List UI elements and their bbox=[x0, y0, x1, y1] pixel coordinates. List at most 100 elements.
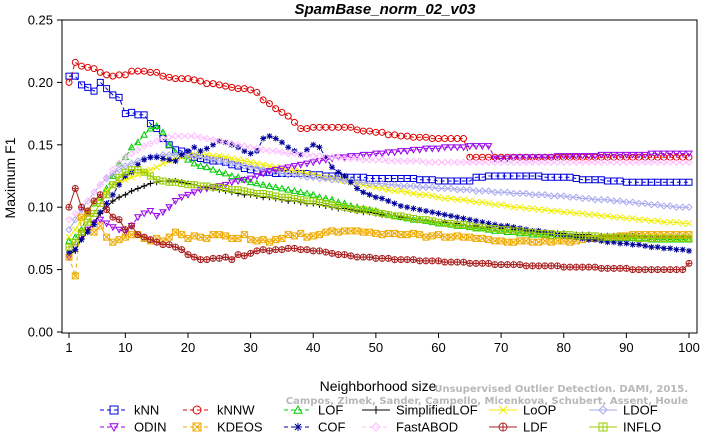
fastabod-point bbox=[578, 158, 587, 166]
knnw-line bbox=[68, 61, 689, 158]
odin-point bbox=[572, 153, 581, 161]
series-inflo bbox=[65, 166, 693, 251]
knnw-point bbox=[278, 108, 286, 116]
fastabod-point bbox=[635, 158, 643, 166]
ldf-point bbox=[566, 263, 574, 271]
cof-point bbox=[429, 209, 436, 216]
fastabod-point bbox=[516, 158, 524, 166]
lof-point bbox=[434, 219, 443, 227]
odin-point bbox=[609, 151, 618, 159]
x-tick-label: 60 bbox=[431, 340, 445, 355]
x-tick-label: 100 bbox=[678, 340, 700, 355]
ldf-point bbox=[228, 256, 236, 264]
fastabod-point bbox=[541, 158, 549, 166]
loop-point bbox=[485, 200, 492, 207]
ldf-point bbox=[140, 233, 148, 241]
ldf-point bbox=[334, 251, 342, 259]
ldof-point bbox=[578, 194, 587, 203]
fastabod-point bbox=[610, 158, 618, 166]
odin-point bbox=[547, 154, 556, 162]
lof-point bbox=[653, 235, 662, 243]
ldof-point bbox=[196, 153, 205, 161]
lof-point bbox=[516, 229, 524, 237]
loop-point bbox=[416, 191, 424, 199]
legend-label: kNNW bbox=[217, 403, 255, 418]
ldf-point bbox=[190, 253, 198, 261]
fastabod-point bbox=[315, 152, 324, 160]
inflo-point bbox=[140, 168, 148, 176]
odin-point bbox=[440, 144, 449, 152]
cof-point bbox=[629, 241, 636, 248]
cof-point bbox=[347, 179, 354, 186]
odin-point bbox=[616, 151, 624, 159]
ldf-point bbox=[616, 264, 624, 272]
lof-point bbox=[497, 226, 505, 234]
cof-point bbox=[141, 156, 148, 163]
lof-point bbox=[234, 173, 242, 181]
fastabod-point bbox=[190, 132, 198, 140]
kdeos-point bbox=[278, 234, 286, 242]
fastabod-point bbox=[428, 158, 436, 166]
loop-point bbox=[159, 160, 167, 167]
knn-point bbox=[685, 178, 693, 186]
odin-point bbox=[271, 166, 280, 174]
odin-point bbox=[265, 168, 274, 176]
cof-point bbox=[635, 241, 642, 248]
loop-point bbox=[629, 215, 636, 222]
lof-point bbox=[491, 226, 499, 234]
legend-item-lof: LOF bbox=[284, 403, 343, 418]
lof-point bbox=[465, 223, 474, 231]
ldof-point bbox=[503, 188, 512, 196]
ldf-point bbox=[560, 263, 568, 271]
cof-point bbox=[78, 236, 85, 243]
fastabod-point bbox=[372, 156, 380, 164]
odin-line bbox=[68, 145, 689, 258]
odin-point bbox=[234, 178, 242, 186]
fastabod-point bbox=[466, 158, 474, 166]
odin-point bbox=[578, 153, 587, 161]
ldf-point bbox=[391, 256, 399, 264]
fastabod-point bbox=[284, 149, 292, 158]
odin-point bbox=[184, 191, 192, 199]
knn-line bbox=[69, 75, 689, 183]
lof-point bbox=[284, 185, 293, 193]
cof-point bbox=[147, 154, 154, 161]
lof-point bbox=[296, 188, 305, 196]
loop-point bbox=[228, 155, 236, 162]
cof-point bbox=[485, 220, 492, 227]
odin-point bbox=[628, 151, 637, 159]
kdeos-point bbox=[222, 232, 230, 240]
fastabod-point bbox=[503, 158, 512, 166]
ldf-point bbox=[597, 264, 605, 272]
lof-point bbox=[190, 159, 199, 167]
fastabod-point bbox=[203, 134, 211, 143]
odin-point bbox=[140, 210, 149, 218]
loop-point bbox=[522, 205, 530, 212]
series-ldf bbox=[65, 184, 693, 274]
cof-point bbox=[604, 239, 611, 246]
loop-point bbox=[403, 188, 411, 196]
fastabod-point bbox=[660, 158, 668, 166]
lof-point bbox=[403, 214, 412, 222]
fastabod-point bbox=[484, 158, 493, 166]
odin-point bbox=[240, 176, 249, 184]
legend: kNN kNNW LOF SimplifiedLOF LoOP LDOF ODIN KDEOS… bbox=[100, 403, 661, 434]
lof-point bbox=[528, 230, 537, 238]
ldf-point bbox=[497, 261, 505, 269]
fastabod-point bbox=[209, 136, 217, 144]
cof-point bbox=[66, 249, 72, 256]
fastabod-point bbox=[253, 144, 261, 153]
legend-item-ldf: LDF bbox=[489, 420, 548, 434]
loop-point bbox=[478, 198, 486, 206]
legend-label: SimplifiedLOF bbox=[396, 403, 478, 418]
fastabod-point bbox=[246, 143, 255, 152]
lof-point bbox=[202, 163, 211, 171]
odin-point bbox=[447, 144, 455, 152]
inflo-point bbox=[541, 229, 549, 237]
fastabod-point bbox=[534, 158, 543, 166]
odin-point bbox=[290, 163, 299, 171]
cof-point bbox=[191, 144, 198, 151]
ldof-point bbox=[290, 171, 299, 179]
loop-point bbox=[623, 215, 630, 222]
loop-point bbox=[554, 207, 561, 215]
